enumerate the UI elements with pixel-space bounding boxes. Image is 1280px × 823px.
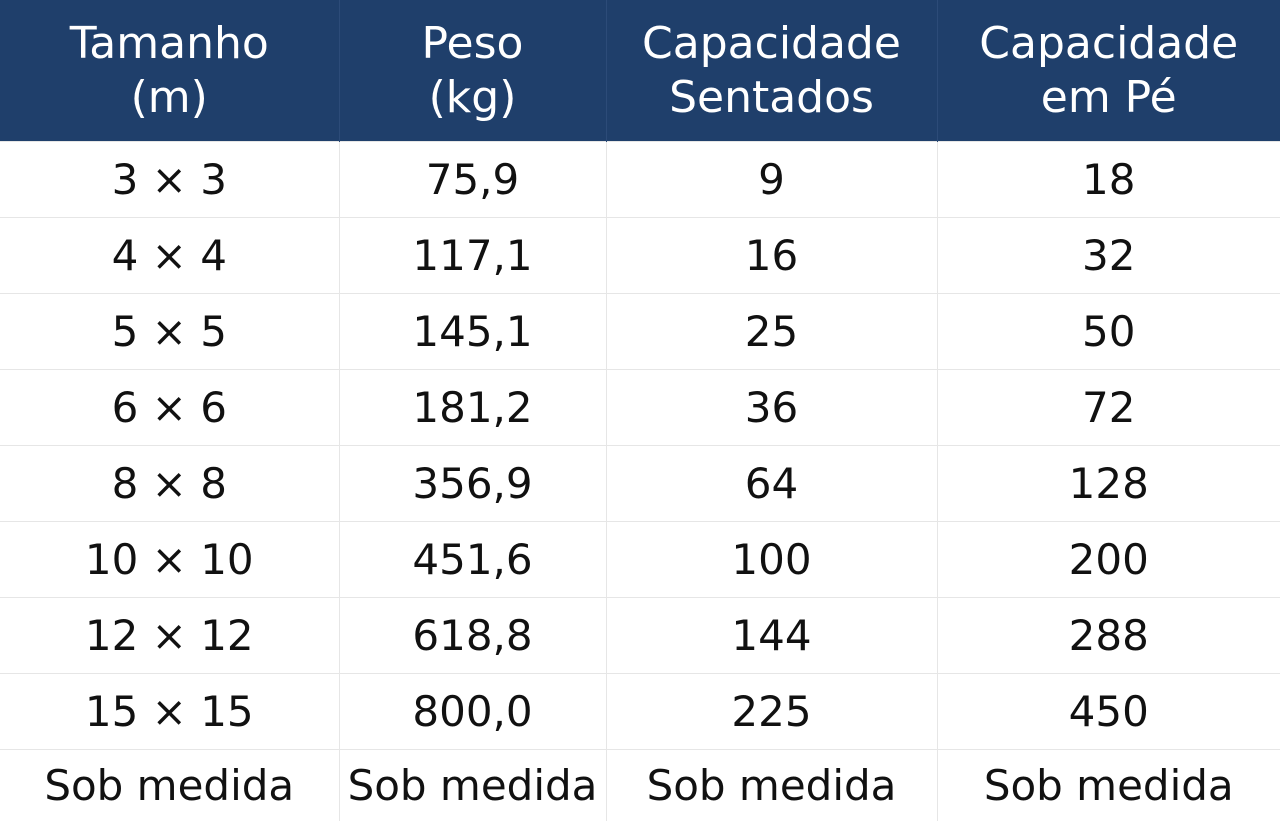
cell-weight: 451,6 [338,521,606,598]
cell-standing: 32 [936,217,1280,294]
cell-size: 5 × 5 [0,293,339,370]
cell-standing: 450 [936,673,1280,750]
cell-seated: 9 [605,141,937,218]
cell-size: 3 × 3 [0,141,339,218]
header-seated-line2: Sentados [669,71,874,123]
cell-seated: 25 [605,293,937,370]
cell-weight: Sob medida [338,749,606,821]
cell-standing: 128 [936,445,1280,522]
header-standing-line2: em Pé [1040,71,1177,123]
cell-size: 10 × 10 [0,521,339,598]
cell-standing: 288 [936,597,1280,674]
cell-seated: 16 [605,217,937,294]
table-row: Sob medida Sob medida Sob medida Sob med… [0,749,1280,821]
header-row: Tamanho (m) Peso (kg) Capacidade Sentado… [0,0,1280,142]
cell-size: 6 × 6 [0,369,339,446]
cell-seated: 144 [605,597,937,674]
cell-standing: 72 [936,369,1280,446]
cell-weight: 117,1 [338,217,606,294]
header-seated-capacity: Capacidade Sentados [605,0,937,142]
table-row: 8 × 8 356,9 64 128 [0,445,1280,522]
cell-size: 4 × 4 [0,217,339,294]
header-weight-line2: (kg) [428,71,517,123]
cell-seated: 100 [605,521,937,598]
table-row: 12 × 12 618,8 144 288 [0,597,1280,674]
cell-standing: 18 [936,141,1280,218]
table-row: 15 × 15 800,0 225 450 [0,673,1280,750]
table-row: 3 × 3 75,9 9 18 [0,141,1280,218]
table-row: 6 × 6 181,2 36 72 [0,369,1280,446]
cell-size: 8 × 8 [0,445,339,522]
header-size: Tamanho (m) [0,0,339,142]
table-header: Tamanho (m) Peso (kg) Capacidade Sentado… [0,0,1280,142]
cell-size: 15 × 15 [0,673,339,750]
table-row: 4 × 4 117,1 16 32 [0,217,1280,294]
cell-standing: 200 [936,521,1280,598]
header-size-line2: (m) [130,71,208,123]
cell-weight: 800,0 [338,673,606,750]
cell-weight: 181,2 [338,369,606,446]
table-row: 5 × 5 145,1 25 50 [0,293,1280,370]
cell-seated: Sob medida [605,749,937,821]
cell-standing: 50 [936,293,1280,370]
header-weight-line1: Peso [421,17,524,69]
table-row: 10 × 10 451,6 100 200 [0,521,1280,598]
cell-size: 12 × 12 [0,597,339,674]
cell-seated: 225 [605,673,937,750]
header-standing-line1: Capacidade [979,17,1239,69]
cell-weight: 356,9 [338,445,606,522]
cell-seated: 36 [605,369,937,446]
table-body: 3 × 3 75,9 9 18 4 × 4 117,1 16 32 5 × 5 … [0,141,1280,821]
cell-standing: Sob medida [936,749,1280,821]
header-seated-line1: Capacidade [642,17,901,69]
cell-size: Sob medida [0,749,339,821]
cell-weight: 75,9 [338,141,606,218]
header-size-line1: Tamanho [69,17,269,69]
header-weight: Peso (kg) [338,0,606,142]
cell-weight: 145,1 [338,293,606,370]
cell-seated: 64 [605,445,937,522]
header-standing-capacity: Capacidade em Pé [936,0,1280,142]
cell-weight: 618,8 [338,597,606,674]
